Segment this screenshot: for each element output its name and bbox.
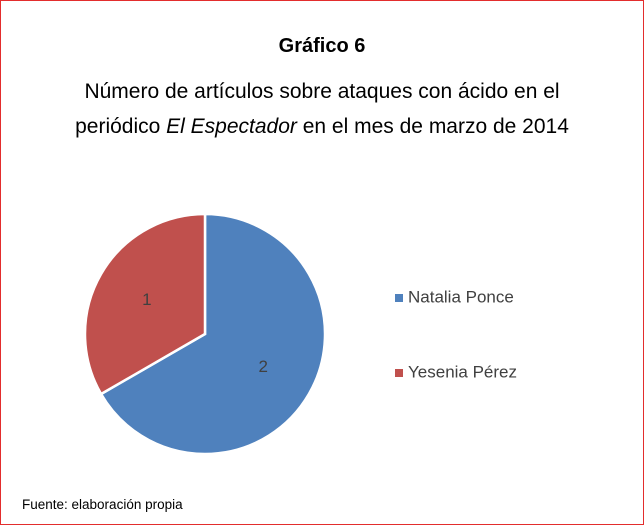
pie-slice [83,212,207,396]
legend-swatch [395,294,403,302]
source-note: Fuente: elaboración propia [22,497,183,512]
chart-subtitle: Número de artículos sobre ataques con ác… [41,74,603,144]
subtitle-part: Número de artículos sobre ataques con ác… [75,80,560,138]
legend-label: Natalia Ponce [408,287,514,306]
subtitle-part: en el mes de marzo de 2014 [296,115,569,138]
legend-label: Yesenia Pérez [408,362,517,381]
pie-slice [99,212,327,456]
data-label: 1 [142,290,151,309]
legend-swatch [395,369,403,377]
subtitle-part: El Espectador [166,115,297,138]
chart-title: Gráfico 6 [278,35,366,57]
data-label: 2 [258,357,267,376]
